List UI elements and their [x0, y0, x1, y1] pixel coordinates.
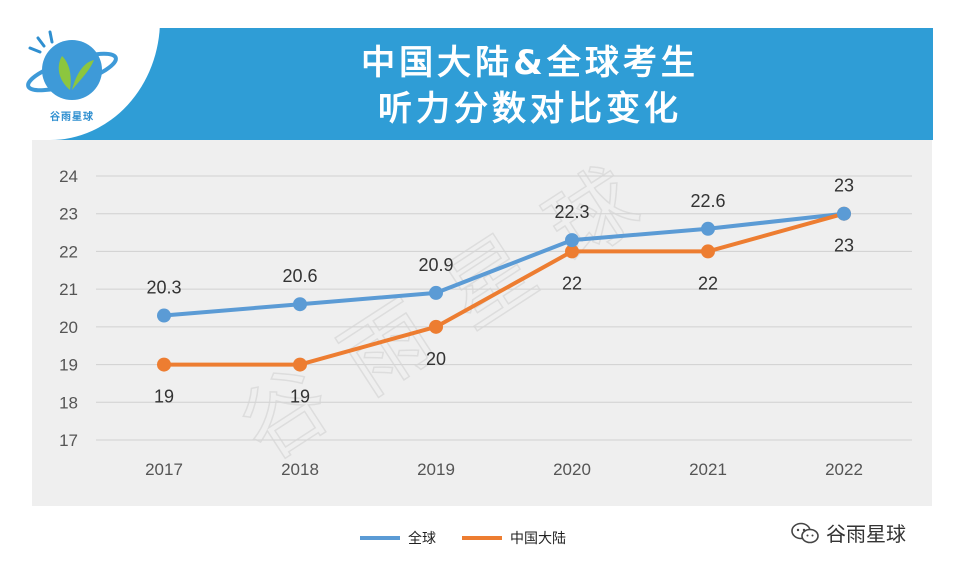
- legend-label-mainland: 中国大陆: [510, 531, 566, 547]
- data-label-s0-2: 20.9: [418, 255, 453, 275]
- series-line-1: [164, 211, 845, 367]
- logo-text: 谷雨星球: [50, 112, 94, 123]
- brand-label: 谷雨星球: [826, 522, 906, 546]
- data-point-s0-2: [429, 285, 443, 300]
- x-tick-label-2020: 2020: [553, 460, 591, 479]
- data-point-s0-0: [157, 308, 171, 323]
- data-point-s0-1: [293, 297, 307, 312]
- title-line-2: 听力分数对比变化: [378, 89, 682, 129]
- data-label-s0-5: 23: [834, 176, 854, 196]
- title-line-1: 中国大陆&全球考生: [361, 43, 699, 83]
- data-label-s0-0: 20.3: [146, 278, 181, 298]
- page-title: 中国大陆&全球考生 听力分数对比变化: [150, 40, 910, 132]
- data-label-s0-1: 20.6: [282, 266, 317, 286]
- data-label-s1-1: 19: [290, 387, 310, 407]
- legend-item-global: 全球: [360, 528, 436, 548]
- y-tick-label-21: 21: [59, 280, 78, 299]
- legend-item-mainland: 中国大陆: [462, 528, 566, 548]
- data-label-s1-2: 20: [426, 349, 446, 369]
- x-tick-label-2021: 2021: [689, 460, 727, 479]
- legend-swatch-mainland: [462, 536, 502, 540]
- y-tick-label-20: 20: [59, 318, 78, 337]
- y-tick-label-18: 18: [59, 393, 78, 412]
- data-point-s1-3: [565, 244, 579, 259]
- data-label-s1-0: 19: [154, 387, 174, 407]
- data-point-s0-4: [701, 221, 715, 236]
- wechat-icon: [791, 522, 819, 543]
- data-label-s1-4: 22: [698, 273, 718, 293]
- data-label-s0-3: 22.3: [554, 202, 589, 222]
- planet-logo-icon: [26, 30, 118, 100]
- data-point-s1-0: [157, 357, 171, 372]
- y-tick-label-24: 24: [59, 167, 78, 186]
- data-label-s1-5: 23: [834, 236, 854, 256]
- legend-swatch-global: [360, 536, 400, 540]
- data-label-s0-4: 22.6: [690, 191, 725, 211]
- x-tick-label-2017: 2017: [145, 460, 183, 479]
- y-tick-label-17: 17: [59, 431, 78, 450]
- series-line-0: [163, 211, 845, 318]
- data-point-s0-3: [565, 233, 579, 248]
- x-tick-label-2018: 2018: [281, 460, 319, 479]
- data-point-s1-2: [429, 319, 443, 334]
- y-tick-label-23: 23: [59, 205, 78, 224]
- y-tick-label-19: 19: [59, 356, 78, 375]
- x-tick-label-2019: 2019: [417, 460, 455, 479]
- logo: 谷雨星球: [0, 0, 160, 140]
- y-tick-label-22: 22: [59, 242, 78, 261]
- x-tick-label-2022: 2022: [825, 460, 863, 479]
- data-point-s1-4: [701, 244, 715, 259]
- data-label-s1-3: 22: [562, 273, 582, 293]
- brand-mark: 谷雨星球: [790, 518, 906, 547]
- data-point-s1-1: [293, 357, 307, 372]
- data-point-s0-5: [837, 206, 851, 221]
- legend: 全球 中国大陆: [360, 528, 592, 548]
- plot-area: [32, 140, 932, 506]
- legend-label-global: 全球: [408, 531, 436, 547]
